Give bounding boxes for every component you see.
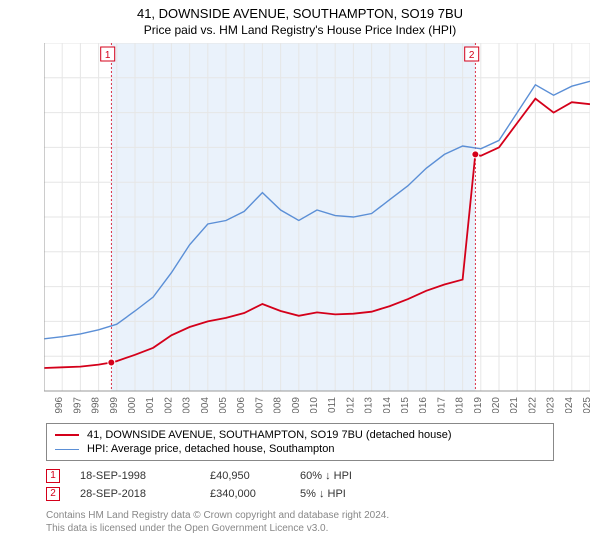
x-tick-label: 2017 xyxy=(436,397,447,413)
x-tick-label: 2013 xyxy=(364,397,375,413)
x-tick-label: 1995 xyxy=(44,397,47,413)
x-tick-label: 2021 xyxy=(509,397,520,413)
x-tick-label: 2009 xyxy=(291,397,302,413)
marker-row-diff: 5% ↓ HPI xyxy=(300,488,400,500)
footnote-line-2: This data is licensed under the Open Gov… xyxy=(46,522,554,535)
x-tick-label: 2025 xyxy=(582,397,590,413)
marker-row-box: 1 xyxy=(46,469,60,483)
x-tick-label: 2002 xyxy=(163,397,174,413)
x-tick-label: 2020 xyxy=(491,397,502,413)
marker-label-num: 1 xyxy=(105,50,111,61)
x-tick-label: 2022 xyxy=(527,397,538,413)
x-tick-label: 2003 xyxy=(182,397,193,413)
x-tick-label: 2024 xyxy=(564,397,575,413)
marker-row: 2 28-SEP-2018£340,0005% ↓ HPI xyxy=(46,485,554,503)
x-tick-label: 2008 xyxy=(273,397,284,413)
x-tick-label: 2018 xyxy=(455,397,466,413)
footnote-line-1: Contains HM Land Registry data © Crown c… xyxy=(46,509,554,522)
x-tick-label: 2010 xyxy=(309,397,320,413)
marker-row-price: £340,000 xyxy=(210,488,300,500)
marker-row-date: 28-SEP-2018 xyxy=(80,488,210,500)
marker-row: 1 18-SEP-1998£40,95060% ↓ HPI xyxy=(46,467,554,485)
legend: 41, DOWNSIDE AVENUE, SOUTHAMPTON, SO19 7… xyxy=(46,423,554,461)
chart-subtitle: Price paid vs. HM Land Registry's House … xyxy=(0,21,600,43)
marker-row-price: £40,950 xyxy=(210,470,300,482)
x-tick-label: 2023 xyxy=(546,397,557,413)
marker-dot xyxy=(108,359,115,366)
x-tick-label: 2019 xyxy=(473,397,484,413)
x-tick-label: 2012 xyxy=(345,397,356,413)
marker-row-box: 2 xyxy=(46,487,60,501)
x-tick-label: 1999 xyxy=(109,397,120,413)
x-tick-label: 1998 xyxy=(91,397,102,413)
x-tick-label: 2016 xyxy=(418,397,429,413)
chart-area: £0£50K£100K£150K£200K£250K£300K£350K£400… xyxy=(44,43,590,413)
x-tick-label: 2004 xyxy=(200,397,211,413)
legend-label: 41, DOWNSIDE AVENUE, SOUTHAMPTON, SO19 7… xyxy=(87,429,452,441)
marker-table: 1 18-SEP-1998£40,95060% ↓ HPI 2 28-SEP-2018… xyxy=(46,467,554,503)
legend-row: HPI: Average price, detached house, Sout… xyxy=(55,442,545,456)
x-tick-label: 2000 xyxy=(127,397,138,413)
marker-row-diff: 60% ↓ HPI xyxy=(300,470,400,482)
chart-svg: £0£50K£100K£150K£200K£250K£300K£350K£400… xyxy=(44,43,590,413)
x-tick-label: 1996 xyxy=(54,397,65,413)
x-tick-label: 1997 xyxy=(72,397,83,413)
x-tick-label: 2015 xyxy=(400,397,411,413)
legend-swatch xyxy=(55,434,79,436)
footnote: Contains HM Land Registry data © Crown c… xyxy=(46,509,554,535)
marker-dot xyxy=(472,151,479,158)
legend-label: HPI: Average price, detached house, Sout… xyxy=(87,443,334,455)
marker-row-date: 18-SEP-1998 xyxy=(80,470,210,482)
x-tick-label: 2001 xyxy=(145,397,156,413)
legend-row: 41, DOWNSIDE AVENUE, SOUTHAMPTON, SO19 7… xyxy=(55,428,545,442)
legend-swatch xyxy=(55,449,79,450)
x-tick-label: 2005 xyxy=(218,397,229,413)
x-tick-label: 2011 xyxy=(327,397,338,413)
chart-title: 41, DOWNSIDE AVENUE, SOUTHAMPTON, SO19 7… xyxy=(0,0,600,21)
marker-label-num: 2 xyxy=(469,50,475,61)
x-tick-label: 2014 xyxy=(382,397,393,413)
x-tick-label: 2007 xyxy=(254,397,265,413)
x-tick-label: 2006 xyxy=(236,397,247,413)
